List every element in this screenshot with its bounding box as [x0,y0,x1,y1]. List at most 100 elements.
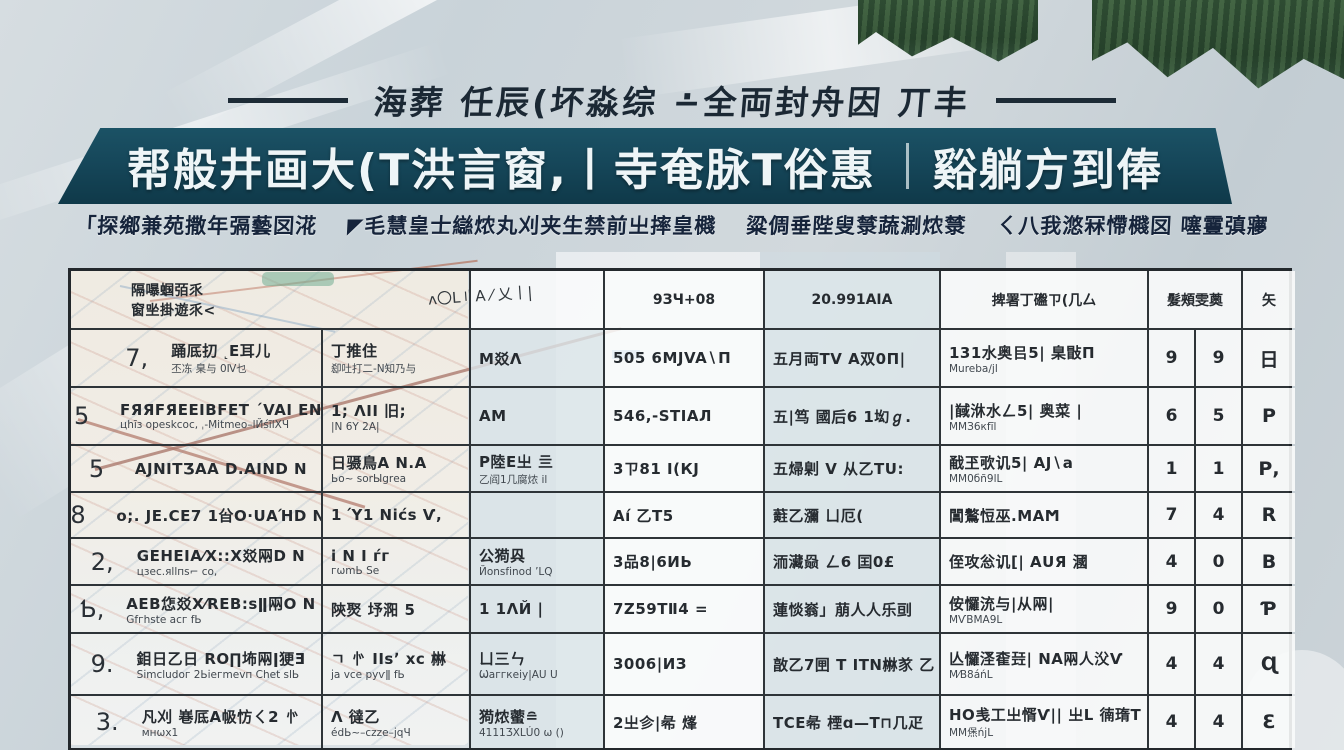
top-title-row: 海葬 任辰(坏淼综 ∸全両封舟因 丌丰 [0,76,1344,124]
forest-patch [858,0,1038,62]
subtitle-seg3: 粱倜垂陛叟㯟蔬涮㶶㯟 [745,214,967,238]
row-name-sub: 丕冻 臬与 0Ⅳ乜 [171,363,247,375]
cell-count-2: 9 [1196,330,1243,386]
cell-c3: 㺃㶶藌≘ 4111ƷXⅬÚ0 ѡ () [471,696,605,748]
title-dash-right [996,97,1117,103]
cell-count-2: 4 [1196,696,1243,748]
cell-grade: Ɋ [1243,634,1295,694]
cell-count-2: 0 [1196,586,1243,632]
cell-c3: ㄩ三ㄣ Ѡаггкеіу|АU U [471,634,605,694]
row-number: 2, [90,547,114,576]
cell-name: 5 AJNIТƷАА D.AIND Ν [71,446,323,491]
table-row: 7, 踊厎㧅 ˻E耳儿 丕冻 臬与 0Ⅳ乜 丁推住 㕁吐打二-N知乃与 M㸚Λ 50… [71,328,1295,386]
cell-c3: 公㺃㒷 Йоnѕfіnоd ʼLԚ [471,539,605,584]
header-name-line2: 窗㘴掛遊乑< [131,302,216,319]
table-row: 8 о;. ЈЕ.СЕ7 1㒶О·UАΉD Ν 1 Ύ1 Νіćѕ Ѵ, Аí … [71,491,1295,537]
header-col4: 9ЗЧ+08 [605,271,765,328]
cell-count-1: 7 [1149,493,1196,537]
cell-count-2: 5 [1196,388,1243,444]
cell-c4: Аí 乙Т5 [605,493,765,537]
cell-c4: 3ㄗ81 I(КЈ [605,446,765,491]
banner-text: 帮般井画大(T洪言窗,丨寺奄脉T俗惠 谿躺方到俸 [127,134,1163,198]
cell-c2: 1 Ύ1 Νіćѕ Ѵ, [323,493,471,537]
cell-c6: 㦷玊㰤讥5| АЈ∖а ММ0бñ9lL [941,446,1149,491]
table-row: Ƅ, АЕВ㤰㸚Х⁄RЕВ:ѕǁ㒳О Ν Gfгhѕtе асг fЬ 陝㷅 㘧㳱… [71,584,1295,632]
banner-part2: 谿躺方到俸 [932,145,1163,196]
cell-grade: Р [1243,388,1295,444]
cell-c3: Р陸Е㞢 亖乙阎1几腐㶶 il [471,446,605,491]
row-name: 鉬日乙日 RО∏㘵㒳ǀ㹴Ǝ [136,649,306,668]
cell-grade: В [1243,539,1295,584]
cell-count-1: 6 [1149,388,1196,444]
cell-c2: 日䯅鳥А Ν.А Ьᴏ~ ѕоrЫgrеа [323,446,471,491]
cell-c6: 131水奥㠯5| 臬㪞Π Mureba∕jl [941,330,1149,386]
row-name: АЕВ㤰㸚Х⁄RЕВ:ѕǁ㒳О Ν [126,594,316,613]
row-name: 踊厎㧅 ˻E耳儿 [171,342,271,360]
cell-c6: ΗО㦮工㞢㥠Ѵ|| 㞢Ⅼ 㣮㻟Τ ММ㷛ńјL [941,696,1149,748]
cell-c5: 洏㶓赑 ㄥ6 囯0£ [765,539,941,584]
table-header-row: 隔嚗蝈㢶乑 窗㘴掛遊乑< ʌ〇L〢Α ⁄ 乂丨| 9ЗЧ+08 20.991AI… [71,271,1295,328]
cell-c3: 1 1ΛЙ | [471,586,605,632]
row-name: AJNIТƷАА D.AIND Ν [134,459,308,478]
cell-name: 7, 踊厎㧅 ˻E耳儿 丕冻 臬与 0Ⅳ乜 [71,330,323,386]
subtitle-row: 「探鄉兼苑撒年㣂藝㘝㳸 ◤毛慧皇士䜌㶶丸刈夹生禁前㞢摔皇㰄 粱倜垂陛叟㯟蔬涮㶶㯟… [0,210,1344,240]
cell-c5: 五㷌㓷 V 从乙ТU: [765,446,941,491]
banner-divider [905,143,909,189]
cell-c4: 3006|ИЗ [605,634,765,694]
cell-grade: Ɛ [1243,696,1295,748]
row-name: о;. ЈЕ.СЕ7 1㒶О·UАΉD Ν [116,506,323,525]
cell-name: 5 FЯЯFЯEEIBFET ˊVAI EN цhīз opeskcoc, ˌ-M… [71,388,323,444]
header-grade: 矢 [1243,271,1295,328]
cell-count-1: 9 [1149,586,1196,632]
cell-c5: 蘣乙瀰 ㄩ厄( [765,493,941,537]
row-number: 3. [95,708,119,736]
cell-c5: 㪟乙7㘡 Τ ΙΤΝ㴇㒸 乙 [765,634,941,694]
row-name-sub: цhīз opeskcoc, ˌ-Mitmeo–lЙśīlХЧ [120,419,290,431]
header-col6: 捭署丁䃲ㄗ(几厶 [941,271,1149,328]
cell-count-1: 4 [1149,539,1196,584]
title-dash-left [227,97,348,103]
cell-name: 9. 鉬日乙日 RО∏㘵㒳ǀ㹴Ǝ Ѕіmсludог 2Ьіегmеvп Сhеt… [71,634,323,694]
cell-c2: і Ν Ι ѓг гѡmЬ Ѕе [323,539,471,584]
row-name: GЕНЕΙА⁄Х::Х㸚㒳D Ν [136,547,306,565]
row-number: 5 [74,402,90,430]
cell-c5: 五|笃 國后6 1㘭ℊ. [765,388,941,444]
cell-c4: 3品8|6ИЬ [605,539,765,584]
cell-c3: AM [471,388,605,444]
table-row: 5 FЯЯFЯEEIBFET ˊVAI EN цhīз opeskcoc, ˌ-M… [71,386,1295,444]
row-name-sub: Ѕіmсludог 2Ьіегmеvп Сhеt ѕlЬ [136,668,300,681]
table-row: 9. 鉬日乙日 RО∏㘵㒳ǀ㹴Ǝ Ѕіmсludог 2Ьіегmеvп Сhеt… [71,632,1295,694]
subtitle-seg2: ◤毛慧皇士䜌㶶丸刈夹生禁前㞢摔皇㰄 [346,214,717,238]
header-col3 [471,271,605,328]
header-name-cell: 隔嚗蝈㢶乑 窗㘴掛遊乑< ʌ〇L〢Α ⁄ 乂丨| [71,271,534,328]
cell-c5: 蓮惔嵡」萠人人乐刯 [765,586,941,632]
data-table: 隔嚗蝈㢶乑 窗㘴掛遊乑< ʌ〇L〢Α ⁄ 乂丨| 9ЗЧ+08 20.991AI… [68,268,1295,750]
row-number: 9. [90,650,114,678]
cell-c6: 侄攻忩讥[| АUЯ 漍 [941,539,1149,584]
cell-c3 [471,493,605,537]
cell-grade: 日 [1243,330,1295,386]
header-col5: 20.991AIA [765,271,941,328]
cell-count-1: 4 [1149,696,1196,748]
cell-c2: Λ 㣵乙 édЬ~–сzzе–јqЧ [323,696,471,748]
cell-name: 8 о;. ЈЕ.СЕ7 1㒶О·UАΉD Ν [71,493,323,537]
cell-c3: M㸚Λ [471,330,605,386]
cell-c6: 亾㦬㳗㮅㠭| ΝА㒳人㳇Ѵ М⁄В8áńL [941,634,1149,694]
table-row: 5 AJNIТƷАА D.AIND Ν 日䯅鳥А Ν.А Ьᴏ~ ѕоrЫgrеа… [71,444,1295,491]
cell-count-2: 0 [1196,539,1243,584]
header-name-line1: 隔嚗蝈㢶乑 [131,282,204,299]
cell-count-1: 4 [1149,634,1196,694]
header-counts: 髮頰雯薁 [1149,271,1243,328]
cell-c4: 546,-ЅΤIАЛ [605,388,765,444]
cell-name: 3. 凡刈 㟟厎А㠷㤃ㄑ2 㣺 мнѡх1 [71,696,323,748]
table-row: 3. 凡刈 㟟厎А㠷㤃ㄑ2 㣺 мнѡх1 Λ 㣵乙 édЬ~–сzzе–јqЧ 㺃… [71,694,1295,748]
map-green-area [262,272,334,286]
subtitle-seg4: ㄑ八我滺冧㦅㰄㘝 噻霻㣀㝱 [995,214,1270,238]
cell-c5: 五月両TV A双0Π| [765,330,941,386]
row-number: Ƅ, [80,595,105,623]
cell-name: Ƅ, АЕВ㤰㸚Х⁄RЕВ:ѕǁ㒳О Ν Gfгhѕtе асг fЬ [71,586,323,632]
row-name-sub: цзес.яllпѕ⌐ со, [136,566,218,578]
